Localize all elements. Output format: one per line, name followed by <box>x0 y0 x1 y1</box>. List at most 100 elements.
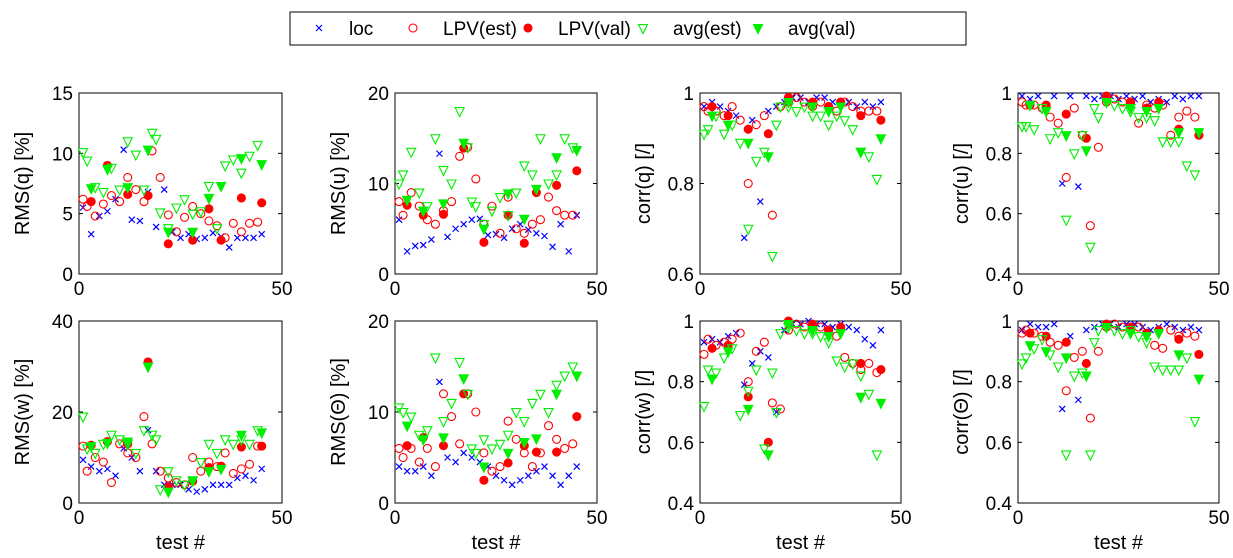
data-point <box>1042 323 1050 331</box>
data-point <box>171 227 181 237</box>
data-point <box>1044 350 1056 362</box>
data-point <box>236 430 247 442</box>
data-point <box>179 195 190 206</box>
data-point <box>486 444 498 456</box>
data-point <box>535 134 546 145</box>
data-point <box>532 229 540 237</box>
y-tick-label: 15 <box>52 84 73 105</box>
data-point <box>732 112 740 120</box>
data-point <box>710 368 722 380</box>
data-point <box>1171 323 1179 331</box>
data-point <box>1085 413 1095 423</box>
data-point <box>1173 350 1185 362</box>
series-avg-est <box>393 353 579 460</box>
data-point <box>403 247 411 255</box>
x-axis-label: test # <box>156 532 206 554</box>
data-point <box>847 359 859 371</box>
data-point <box>1181 161 1193 173</box>
data-point <box>707 343 717 353</box>
data-point <box>1093 113 1104 124</box>
data-point <box>136 467 144 475</box>
data-point <box>727 102 737 112</box>
series-avg-val <box>706 98 887 164</box>
data-point <box>130 448 142 460</box>
data-point <box>209 481 217 489</box>
data-point <box>187 227 199 239</box>
data-point <box>559 371 571 383</box>
data-point <box>735 115 745 125</box>
data-point <box>1082 92 1090 100</box>
data-point <box>557 481 565 489</box>
data-point <box>856 111 866 121</box>
data-point <box>402 441 412 451</box>
data-point <box>256 160 268 171</box>
data-point <box>492 472 500 480</box>
data-point <box>102 164 113 176</box>
data-point <box>227 155 239 167</box>
data-point <box>1061 109 1071 119</box>
data-point <box>78 194 88 204</box>
data-point <box>1125 104 1136 115</box>
data-point <box>1193 374 1205 386</box>
data-point <box>427 236 435 244</box>
data-point <box>77 412 89 424</box>
data-point <box>203 193 215 205</box>
data-point <box>876 115 886 125</box>
legend-marker <box>408 23 418 33</box>
series-avg-val <box>706 319 887 462</box>
data-point <box>1141 332 1153 343</box>
data-point <box>228 218 238 228</box>
data-point <box>471 174 481 184</box>
x-tick-label: 0 <box>695 279 706 300</box>
data-point <box>478 462 490 474</box>
data-point <box>869 103 877 110</box>
data-point <box>414 457 424 467</box>
data-point <box>252 140 264 152</box>
data-point <box>162 227 174 239</box>
data-point <box>869 341 877 349</box>
data-point <box>471 407 481 417</box>
data-point <box>411 242 419 250</box>
data-point <box>508 481 516 489</box>
data-point <box>1174 112 1184 122</box>
data-point <box>460 449 468 457</box>
data-point <box>871 450 883 462</box>
data-point <box>531 447 541 457</box>
data-point <box>763 129 773 139</box>
y-axis-label: corr(w) [/] <box>633 370 655 454</box>
data-point <box>526 170 538 182</box>
data-point <box>1040 107 1052 118</box>
data-point <box>419 463 427 471</box>
plot-frame <box>699 92 902 275</box>
x-tick-label: 0 <box>74 508 85 529</box>
data-point <box>228 468 238 478</box>
series-lpv-est <box>394 389 578 476</box>
data-point <box>122 183 134 194</box>
data-point <box>527 462 537 472</box>
data-point <box>1053 118 1063 128</box>
data-point <box>877 98 885 106</box>
data-point <box>163 210 173 220</box>
data-point <box>405 412 417 424</box>
data-point <box>1080 371 1092 383</box>
data-point <box>81 156 93 168</box>
data-point <box>204 216 214 226</box>
data-point <box>77 148 89 159</box>
data-point <box>766 251 778 263</box>
data-point <box>1189 170 1201 182</box>
data-point <box>1166 325 1176 335</box>
data-point <box>257 198 267 208</box>
data-point <box>565 472 573 480</box>
data-point <box>718 129 730 141</box>
data-point <box>1024 101 1036 112</box>
data-point <box>123 172 133 183</box>
data-point <box>1084 450 1096 462</box>
data-point <box>1149 362 1161 374</box>
data-point <box>154 208 166 220</box>
data-point <box>552 206 562 216</box>
data-point <box>1190 112 1200 122</box>
data-point <box>393 179 405 191</box>
data-point <box>215 181 227 193</box>
data-point <box>1068 149 1080 161</box>
data-point <box>531 184 542 196</box>
